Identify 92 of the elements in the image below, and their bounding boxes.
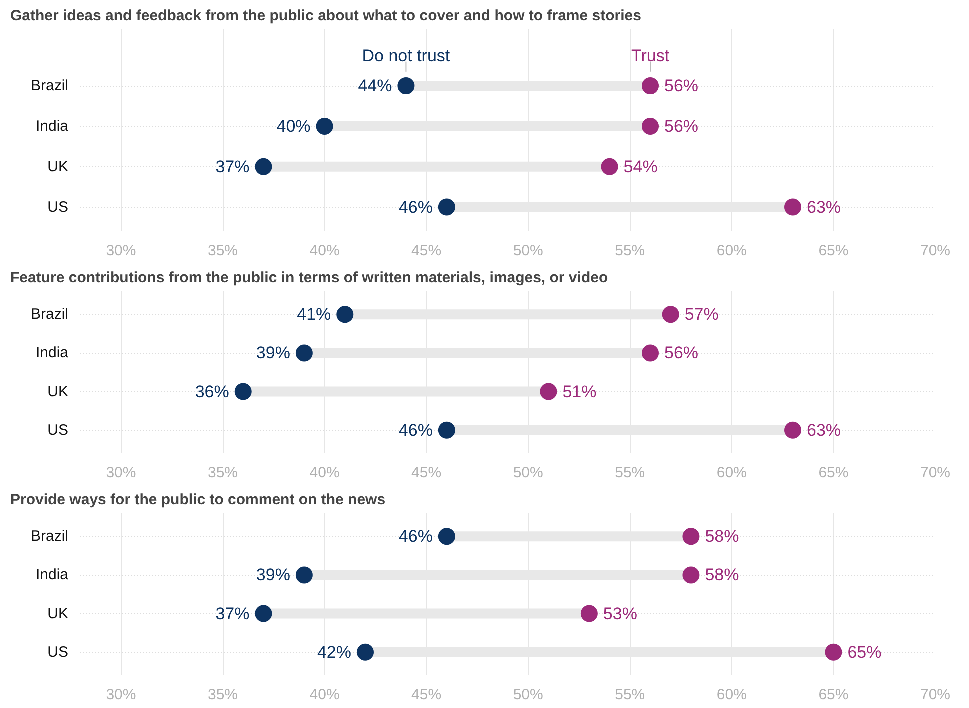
data-label: 39% bbox=[256, 566, 290, 585]
y-tick-label: UK bbox=[48, 158, 69, 176]
data-label: 39% bbox=[256, 344, 290, 363]
data-label: 54% bbox=[624, 157, 658, 176]
chart-title: Feature contributions from the public in terms of written materials, images, or video bbox=[10, 270, 608, 286]
y-tick-label: Brazil bbox=[30, 306, 69, 324]
data-label: 36% bbox=[195, 382, 230, 402]
x-tick-label: 55% bbox=[615, 464, 646, 482]
point bbox=[255, 605, 272, 622]
x-tick-label: 50% bbox=[513, 464, 544, 482]
y-tick-label: UK bbox=[48, 383, 69, 400]
point bbox=[580, 605, 598, 622]
x-tick-label: 30% bbox=[106, 464, 136, 482]
x-tick-label: 40% bbox=[310, 686, 340, 704]
x-tick-label: 35% bbox=[208, 686, 238, 704]
data-label: 41% bbox=[297, 305, 332, 324]
x-tick-label: 60% bbox=[716, 464, 747, 482]
x-tick-label: 30% bbox=[106, 686, 136, 704]
point bbox=[662, 306, 680, 324]
point bbox=[438, 528, 456, 546]
x-tick-label: 65% bbox=[818, 242, 849, 260]
data-label: 37% bbox=[216, 157, 250, 176]
y-tick-label: US bbox=[48, 198, 69, 216]
data-label: 58% bbox=[705, 566, 740, 585]
point bbox=[642, 344, 659, 362]
point bbox=[234, 383, 252, 400]
point bbox=[642, 78, 659, 95]
data-label: 46% bbox=[398, 420, 433, 440]
x-tick-label: 60% bbox=[716, 242, 747, 260]
x-tick-label: 45% bbox=[412, 464, 442, 482]
x-tick-label: 65% bbox=[818, 686, 849, 704]
point bbox=[357, 644, 374, 661]
x-tick-label: 65% bbox=[818, 464, 849, 482]
y-tick-label: Brazil bbox=[30, 78, 69, 95]
data-label: 63% bbox=[807, 198, 842, 217]
point bbox=[784, 422, 802, 439]
data-label: 42% bbox=[317, 642, 352, 662]
point bbox=[438, 422, 456, 439]
y-tick-label: US bbox=[48, 422, 69, 439]
data-label: 51% bbox=[562, 382, 597, 402]
x-tick-label: 55% bbox=[615, 242, 646, 260]
y-tick-label: Brazil bbox=[30, 528, 69, 546]
y-tick-label: UK bbox=[48, 605, 69, 622]
x-tick-label: 70% bbox=[920, 686, 951, 704]
x-tick-label: 55% bbox=[615, 686, 646, 704]
y-tick-label: India bbox=[36, 344, 70, 362]
point bbox=[784, 198, 802, 216]
chart-title: Gather ideas and feedback from the public about what to cover and how to frame stories bbox=[10, 8, 642, 24]
point bbox=[255, 158, 272, 176]
y-tick-label: India bbox=[36, 566, 70, 584]
x-tick-label: 70% bbox=[920, 242, 951, 260]
data-label: 58% bbox=[705, 527, 740, 546]
point bbox=[438, 198, 456, 216]
x-tick-label: 50% bbox=[513, 242, 544, 260]
point bbox=[540, 383, 558, 400]
x-tick-label: 35% bbox=[208, 464, 238, 482]
data-label: 56% bbox=[664, 116, 699, 136]
point bbox=[336, 306, 354, 324]
point bbox=[601, 158, 618, 176]
x-tick-label: 50% bbox=[513, 686, 544, 704]
data-label: 37% bbox=[216, 604, 250, 624]
x-tick-label: 30% bbox=[106, 242, 136, 260]
x-tick-label: 40% bbox=[310, 464, 340, 482]
data-label: 56% bbox=[664, 76, 699, 96]
data-label: 63% bbox=[807, 420, 842, 440]
series-label: Trust bbox=[631, 46, 670, 66]
series-label: Do not trust bbox=[362, 46, 450, 66]
x-tick-label: 60% bbox=[716, 686, 747, 704]
data-label: 44% bbox=[358, 76, 392, 96]
data-label: 46% bbox=[398, 527, 433, 546]
data-label: 53% bbox=[603, 604, 638, 624]
point bbox=[825, 644, 842, 661]
x-tick-label: 40% bbox=[310, 242, 340, 260]
point bbox=[296, 344, 313, 362]
x-tick-label: 35% bbox=[208, 242, 238, 260]
point bbox=[642, 118, 659, 135]
data-label: 40% bbox=[276, 116, 311, 136]
point bbox=[682, 528, 700, 546]
point bbox=[316, 118, 334, 135]
x-tick-label: 45% bbox=[412, 686, 442, 704]
point bbox=[682, 566, 700, 584]
data-label: 57% bbox=[684, 305, 719, 324]
y-tick-label: India bbox=[36, 118, 70, 135]
point bbox=[398, 78, 415, 95]
data-label: 56% bbox=[664, 344, 699, 363]
x-tick-label: 45% bbox=[412, 242, 442, 260]
data-label: 46% bbox=[398, 198, 433, 217]
x-tick-label: 70% bbox=[920, 464, 951, 482]
point bbox=[296, 566, 313, 584]
chart-title: Provide ways for the public to comment on the news bbox=[10, 492, 386, 508]
data-label: 65% bbox=[848, 642, 882, 662]
y-tick-label: US bbox=[48, 644, 69, 661]
